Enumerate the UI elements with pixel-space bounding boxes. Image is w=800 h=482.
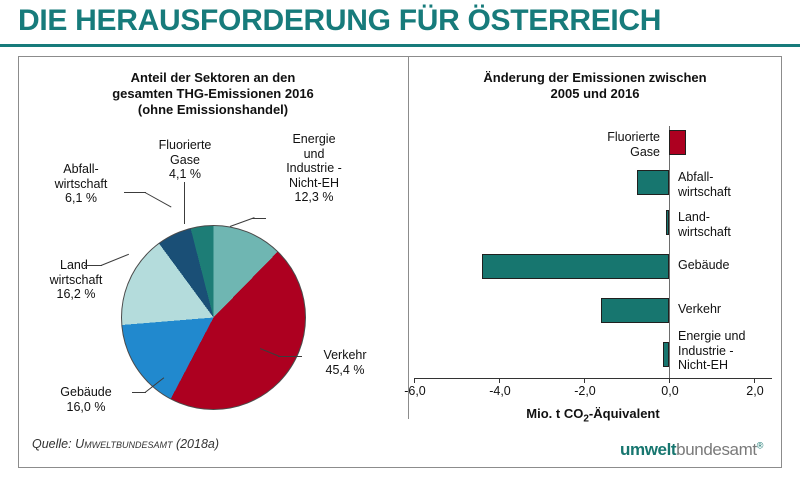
bar-gebaeude[interactable]	[482, 254, 669, 279]
source-organisation: Umweltbundesamt	[75, 437, 173, 451]
pie-chart-graphic	[121, 225, 306, 410]
umweltbundesamt-logo: umweltbundesamt®	[620, 440, 763, 460]
pie-label-energie-industrie: Energie und Industrie - Nicht-EH 12,3 %	[286, 132, 342, 204]
bar-landwirtschaft[interactable]	[666, 210, 669, 235]
x-axis-tick-0	[414, 378, 415, 383]
x-axis-tick-label-2: -2,0	[574, 384, 596, 398]
pie-chart-title-line-1: Anteil der Sektoren an den	[130, 70, 296, 85]
pie-chart-title-line-3: (ohne Emissionshandel)	[137, 102, 289, 117]
bar-chart-title: Änderung der Emissionen zwischen 2005 un…	[420, 70, 770, 102]
x-axis-tick-label-0: -6,0	[404, 384, 426, 398]
pie-label-abfallwirtschaft: Abfall- wirtschaft 6,1 %	[54, 162, 108, 205]
x-axis-title-main: Mio. t CO	[526, 406, 584, 421]
pie-label-fluorierte-gase: Fluorierte Gase 4,1 %	[158, 138, 212, 181]
source-year: (2018a)	[172, 437, 220, 451]
pie-chart-title: Anteil der Sektoren an den gesamten THG-…	[40, 70, 386, 118]
pie-chart: Fluorierte Gase 4,1 % Abfall- wirtschaft…	[36, 130, 402, 420]
leader-line-landwirtschaft-h	[84, 265, 102, 266]
header-divider	[0, 44, 800, 47]
zero-axis-line	[669, 126, 670, 378]
x-axis-title: Mio. t CO2-Äquivalent	[414, 406, 772, 425]
source-prefix: Quelle:	[32, 437, 76, 451]
pie-label-gebaeude: Gebäude 16,0 %	[60, 385, 112, 414]
x-axis-tick-2	[584, 378, 585, 383]
bar-label-abfallwirtschaft: Abfall- wirtschaft	[678, 170, 731, 199]
leader-line-fluorierte-gase	[184, 182, 185, 224]
bar-chart-title-line-1: Änderung der Emissionen zwischen	[483, 70, 707, 85]
x-axis-tick-label-4: 2,0	[746, 384, 764, 398]
page-title: DIE HERAUSFORDERUNG FÜR ÖSTERREICH	[18, 4, 662, 37]
x-axis-title-rest: -Äquivalent	[588, 406, 660, 421]
pie-label-landwirtschaft: Land- wirtschaft 16,2 %	[49, 258, 103, 301]
x-axis-line	[414, 378, 772, 379]
bar-label-gebaeude: Gebäude	[678, 258, 730, 272]
logo-word-bundesamt: bundesamt	[676, 440, 757, 459]
bar-energie-industrie[interactable]	[663, 342, 669, 367]
bar-chart: Fluorierte Gase Abfall- wirtschaft Land-…	[404, 126, 774, 425]
leader-line-gebaeude-h	[132, 392, 146, 393]
x-axis-tick-3	[669, 378, 670, 383]
bar-fluorierte-gase[interactable]	[669, 130, 686, 155]
pie-chart-title-line-2: gesamten THG-Emissionen 2016	[112, 86, 314, 101]
leader-line-abfallwirtschaft-d	[144, 192, 172, 208]
leader-line-verkehr-h	[278, 356, 302, 357]
bar-chart-title-line-2: 2005 und 2016	[550, 86, 640, 101]
x-axis-tick-label-1: -4,0	[489, 384, 511, 398]
bar-chart-plot-area: Fluorierte Gase Abfall- wirtschaft Land-…	[404, 126, 772, 425]
panel-divider	[408, 56, 409, 419]
x-axis-tick-label-3: 0,0	[661, 384, 679, 398]
leader-line-energie-d	[229, 217, 255, 227]
bar-label-fluorierte-gase: Fluorierte Gase	[607, 130, 660, 159]
leader-line-energie-h	[252, 218, 266, 219]
x-axis-title-subscript: 2	[583, 413, 589, 425]
source-note: Quelle: Umweltbundesamt (2018a)	[32, 437, 219, 451]
x-axis-tick-1	[499, 378, 500, 383]
bar-label-verkehr: Verkehr	[678, 302, 722, 316]
bar-label-energie-industrie: Energie und Industrie - Nicht-EH	[678, 329, 746, 372]
bar-verkehr[interactable]	[601, 298, 669, 323]
x-axis-tick-4	[754, 378, 755, 383]
logo-word-umwelt: umwelt	[620, 440, 677, 459]
bar-label-landwirtschaft: Land- wirtschaft	[678, 210, 731, 239]
leader-line-abfallwirtschaft-h	[124, 192, 146, 193]
bar-abfallwirtschaft[interactable]	[637, 170, 669, 195]
pie-label-verkehr: Verkehr 45,4 %	[323, 348, 367, 377]
registered-mark-icon: ®	[756, 440, 764, 451]
